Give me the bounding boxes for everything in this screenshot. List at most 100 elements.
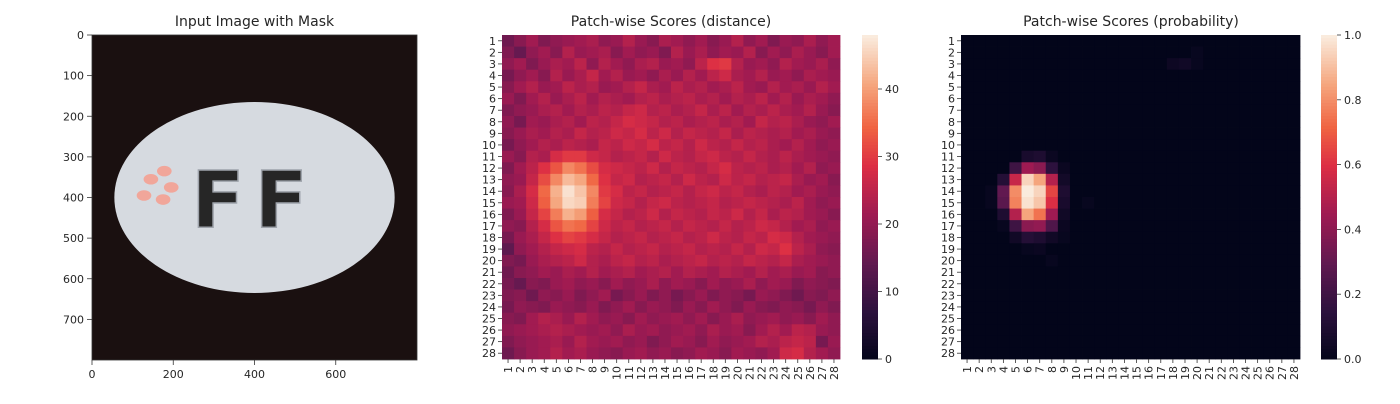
heatmap-cell bbox=[1263, 324, 1277, 337]
heatmap-cell bbox=[586, 335, 599, 348]
heatmap-cell bbox=[1215, 347, 1228, 360]
heatmap-cell bbox=[1227, 312, 1240, 325]
heatmap-cell bbox=[610, 104, 624, 117]
heatmap-cell bbox=[1021, 69, 1035, 82]
heatmap-cell bbox=[1215, 185, 1228, 198]
heatmap-cell bbox=[1251, 197, 1265, 209]
heatmap-cell bbox=[526, 278, 539, 290]
heatmap-cell bbox=[1203, 335, 1216, 348]
heatmap-cell bbox=[646, 173, 660, 186]
heatmap-cell bbox=[502, 58, 515, 71]
x-tick-label: 7 bbox=[1034, 366, 1047, 373]
heatmap-cell bbox=[526, 127, 539, 140]
x-tick-label: 0 bbox=[89, 368, 96, 381]
heatmap-cell bbox=[526, 301, 539, 314]
heatmap-cell bbox=[526, 347, 539, 360]
heatmap-cell bbox=[743, 127, 756, 140]
heatmap-cell bbox=[973, 266, 986, 279]
heatmap-cell bbox=[1154, 58, 1168, 71]
heatmap-cell bbox=[779, 150, 793, 163]
heatmap-cell bbox=[731, 127, 744, 140]
heatmap-cell bbox=[526, 243, 539, 256]
heatmap-cell bbox=[1287, 266, 1301, 279]
heatmap-cell bbox=[514, 127, 527, 140]
probability-colorbar-segment bbox=[1321, 90, 1337, 94]
mask-spot bbox=[136, 190, 152, 201]
heatmap-cell bbox=[610, 312, 624, 325]
heatmap-cell bbox=[562, 231, 575, 244]
heatmap-cell bbox=[562, 127, 575, 140]
heatmap-cell bbox=[598, 243, 612, 256]
heatmap-cell bbox=[526, 139, 539, 152]
heatmap-cell bbox=[961, 81, 974, 94]
heatmap-cell bbox=[1166, 335, 1180, 348]
heatmap-cell bbox=[598, 139, 612, 152]
heatmap-cell bbox=[1106, 278, 1119, 290]
probability-colorbar-segment bbox=[1321, 184, 1337, 188]
distance-colorbar-segment bbox=[862, 99, 878, 104]
heatmap-cell bbox=[779, 173, 793, 186]
heatmap-cell bbox=[538, 150, 551, 163]
probability-colorbar-segment bbox=[1321, 57, 1337, 62]
heatmap-cell bbox=[827, 312, 841, 325]
distance-colorbar-segment bbox=[862, 287, 878, 292]
heatmap-cell bbox=[1227, 324, 1240, 337]
heatmap-cell bbox=[1275, 69, 1289, 82]
heatmap-cell bbox=[815, 81, 829, 94]
heatmap-cell bbox=[1239, 278, 1252, 290]
heatmap-cell bbox=[719, 150, 732, 163]
heatmap-cell bbox=[502, 35, 515, 47]
heatmap-cell bbox=[1215, 197, 1228, 209]
heatmap-cell bbox=[1118, 312, 1131, 325]
heatmap-cell bbox=[586, 150, 599, 163]
distance-colorbar-segment bbox=[862, 83, 878, 88]
heatmap-cell bbox=[1057, 197, 1071, 209]
probability-colorbar-segment bbox=[1321, 333, 1337, 337]
heatmap-cell bbox=[634, 185, 648, 198]
x-tick-label: 19 bbox=[719, 366, 732, 380]
heatmap-cell bbox=[1203, 58, 1216, 71]
heatmap-cell bbox=[695, 104, 708, 117]
heatmap-cell bbox=[767, 266, 781, 279]
heatmap-cell bbox=[779, 58, 793, 71]
heatmap-cell bbox=[1069, 266, 1083, 279]
heatmap-cell bbox=[683, 35, 696, 47]
heatmap-cell bbox=[598, 162, 612, 175]
heatmap-cell bbox=[1094, 58, 1107, 71]
distance-colorbar-segment bbox=[862, 151, 878, 156]
y-tick-label: 25 bbox=[482, 313, 496, 326]
heatmap-cell bbox=[1191, 185, 1204, 198]
heatmap-cell bbox=[743, 139, 756, 152]
heatmap-cell bbox=[1166, 301, 1180, 314]
heatmap-cell bbox=[1191, 116, 1204, 128]
probability-colorbar-segment bbox=[1321, 103, 1337, 107]
distance-colorbar-segment bbox=[862, 119, 878, 123]
heatmap-cell bbox=[646, 92, 660, 105]
x-tick-label: 15 bbox=[1131, 366, 1144, 380]
heatmap-cell bbox=[634, 220, 648, 233]
heatmap-cell bbox=[961, 289, 974, 302]
heatmap-cell bbox=[827, 185, 841, 198]
heatmap-cell bbox=[586, 289, 599, 302]
heatmap-cell bbox=[598, 231, 612, 244]
probability-colorbar: 0.00.20.40.60.81.0 bbox=[1321, 29, 1362, 366]
heatmap-cell bbox=[973, 185, 986, 198]
heatmap-cell bbox=[695, 58, 708, 71]
heatmap-cell bbox=[1239, 312, 1252, 325]
distance-colorbar-segment bbox=[862, 258, 878, 263]
heatmap-cell bbox=[1130, 35, 1144, 47]
x-tick-label: 18 bbox=[1167, 366, 1180, 380]
probability-colorbar-segment bbox=[1321, 148, 1337, 153]
heatmap-cell bbox=[695, 81, 708, 94]
heatmap-cell bbox=[683, 162, 696, 175]
heatmap-cell bbox=[514, 335, 527, 348]
heatmap-cell bbox=[1239, 243, 1252, 256]
heatmap-cell bbox=[514, 162, 527, 175]
heatmap-cell bbox=[1275, 150, 1289, 163]
heatmap-cell bbox=[514, 92, 527, 105]
heatmap-cell bbox=[646, 278, 660, 290]
heatmap-cell bbox=[1118, 46, 1131, 59]
heatmap-cell bbox=[1166, 278, 1180, 290]
heatmap-cell bbox=[985, 347, 998, 360]
